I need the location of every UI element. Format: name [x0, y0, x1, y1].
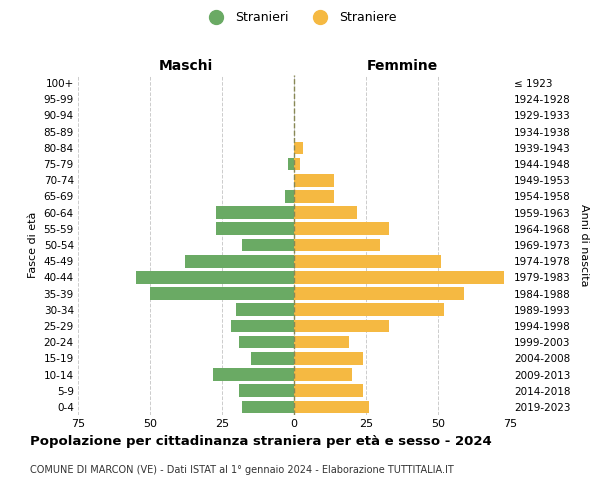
Legend: Stranieri, Straniere: Stranieri, Straniere: [199, 6, 401, 29]
Bar: [294, 400, 369, 413]
Bar: [294, 304, 444, 316]
Bar: [294, 190, 334, 202]
Text: COMUNE DI MARCON (VE) - Dati ISTAT al 1° gennaio 2024 - Elaborazione TUTTITALIA.: COMUNE DI MARCON (VE) - Dati ISTAT al 1°…: [30, 465, 454, 475]
Bar: [242, 238, 294, 252]
Bar: [230, 320, 294, 332]
Bar: [288, 158, 294, 170]
Bar: [294, 142, 302, 154]
Bar: [294, 206, 358, 219]
Bar: [294, 288, 464, 300]
Bar: [294, 238, 380, 252]
Bar: [294, 222, 389, 235]
Bar: [294, 271, 504, 283]
Bar: [185, 255, 294, 268]
Bar: [294, 158, 300, 170]
Bar: [150, 288, 294, 300]
Bar: [236, 304, 294, 316]
Bar: [294, 336, 349, 348]
Text: Popolazione per cittadinanza straniera per età e sesso - 2024: Popolazione per cittadinanza straniera p…: [30, 435, 492, 448]
Text: Femmine: Femmine: [367, 58, 437, 72]
Y-axis label: Fasce di età: Fasce di età: [28, 212, 38, 278]
Bar: [294, 352, 363, 364]
Bar: [216, 222, 294, 235]
Bar: [294, 320, 389, 332]
Bar: [294, 384, 363, 397]
Bar: [239, 336, 294, 348]
Bar: [216, 206, 294, 219]
Text: Maschi: Maschi: [159, 58, 213, 72]
Bar: [214, 368, 294, 381]
Bar: [251, 352, 294, 364]
Bar: [294, 255, 441, 268]
Bar: [294, 368, 352, 381]
Bar: [136, 271, 294, 283]
Bar: [242, 400, 294, 413]
Bar: [239, 384, 294, 397]
Bar: [294, 174, 334, 186]
Bar: [286, 190, 294, 202]
Y-axis label: Anni di nascita: Anni di nascita: [579, 204, 589, 286]
